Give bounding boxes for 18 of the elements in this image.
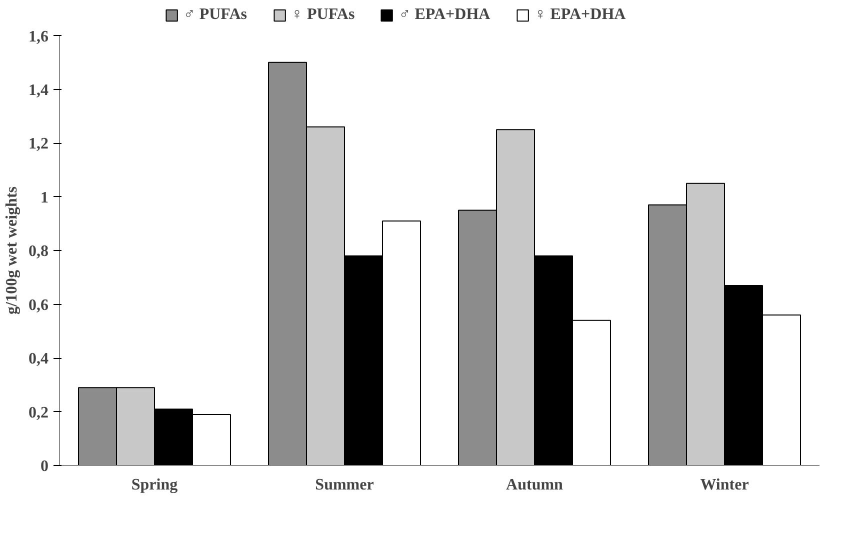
y-tick-label: 0,6: [28, 296, 48, 314]
x-tick-label: Summer: [315, 476, 374, 494]
y-tick-label: 0: [40, 458, 48, 475]
y-tick-label: 1,4: [28, 82, 48, 99]
x-tick-label: Winter: [700, 476, 749, 494]
y-axis-title: g/100g wet weights: [4, 186, 20, 314]
y-tick-label: 0,8: [28, 243, 48, 260]
y-tick-label: 1,6: [28, 28, 48, 46]
legend-label: ♂ EPA+DHA: [398, 6, 490, 24]
y-tick-label: 0,2: [28, 404, 48, 422]
legend-label: ♂ PUFAs: [183, 6, 248, 24]
x-tick-label: Spring: [131, 476, 178, 494]
legend-label: ♀ EPA+DHA: [534, 6, 626, 24]
y-tick-label: 1,2: [28, 136, 48, 152]
legend-label: ♀ PUFAs: [291, 6, 355, 24]
y-tick-label: 0,4: [28, 350, 48, 368]
y-tick-label: 1: [40, 189, 48, 206]
x-tick-label: Autumn: [506, 476, 564, 494]
